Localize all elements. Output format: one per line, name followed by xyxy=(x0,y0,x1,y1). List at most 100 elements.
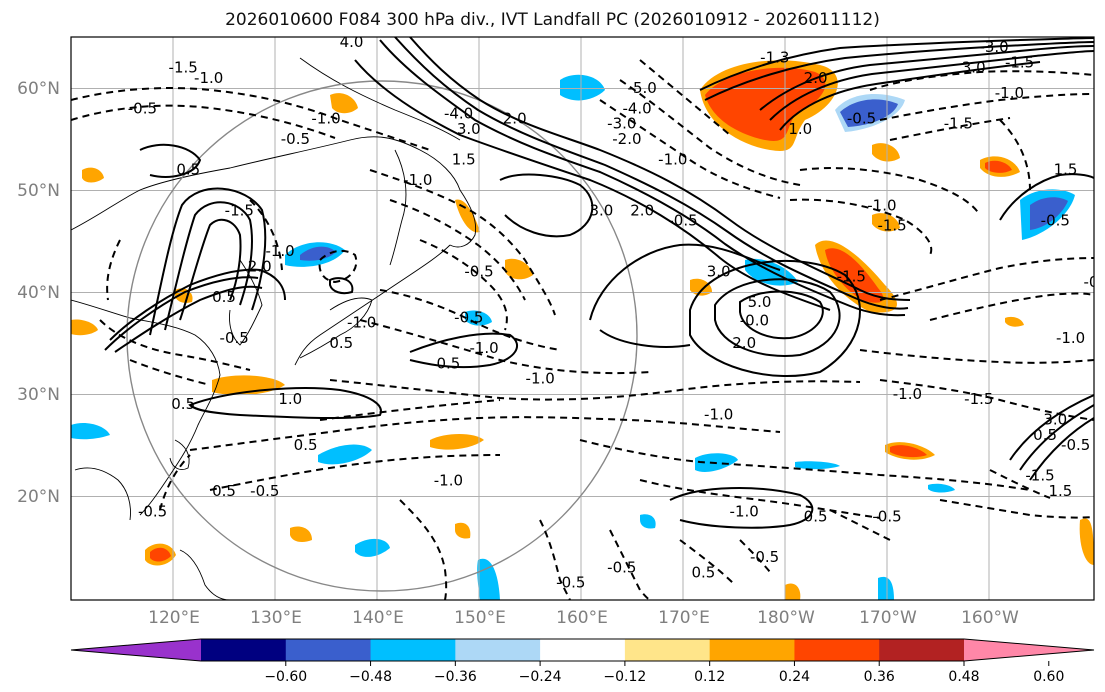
contour-label: -1.0 xyxy=(1056,329,1085,347)
contour-label: 0.5 xyxy=(176,161,200,179)
contour-label: -1.5 xyxy=(877,217,906,235)
lon-label-130e: 130°E xyxy=(250,608,302,628)
latitude-axis: 60°N 50°N 40°N 30°N 20°N xyxy=(17,79,60,507)
lon-label-150e: 150°E xyxy=(454,608,506,628)
contour-label: -1.0 xyxy=(347,314,376,332)
contour-label: -4.0 xyxy=(622,99,651,117)
contour-label: 0.5 xyxy=(212,288,236,306)
lon-label-180w: 180°W xyxy=(757,608,815,628)
contour-label: -1.0 xyxy=(194,69,223,87)
contour-label: -1.0 xyxy=(658,150,687,168)
colorbar-segments xyxy=(70,638,1095,662)
lat-label-30n: 30°N xyxy=(17,385,60,405)
contour-label: 0.5 xyxy=(329,334,353,352)
landfall-radius-circle xyxy=(126,80,638,592)
colorbar-segment xyxy=(201,639,287,661)
contour-label: 3.0 xyxy=(1043,411,1067,429)
contour-label: 0.5 xyxy=(691,564,715,582)
contour-label: -0.5 xyxy=(250,482,279,500)
contour-label: 4.0 xyxy=(340,33,364,51)
colorbar-segment xyxy=(709,639,795,661)
colorbar-tick-label: 0.24 xyxy=(779,669,810,685)
contour-label: -1.0 xyxy=(704,405,733,423)
colorbar-segment xyxy=(285,639,372,661)
contour-label: 1.0 xyxy=(788,120,812,138)
lat-label-60n: 60°N xyxy=(17,79,60,99)
contour-label: -0.5 xyxy=(128,99,157,117)
contour-label: -0.5 xyxy=(1061,436,1090,454)
contour-labels: 4.0-1.5-1.0-0.5-0.50.5-1.0 -4.03.02.01.5-… xyxy=(128,33,1099,592)
contour-label: 3.0 xyxy=(707,263,731,281)
contour-label: -0.5 xyxy=(220,329,249,347)
colorbar-tick-label: −0.36 xyxy=(434,669,477,685)
lat-label-50n: 50°N xyxy=(17,181,60,201)
contour-label: -1.0 xyxy=(730,502,759,520)
contour-label: 0.5 xyxy=(804,507,828,525)
contour-label: -1.5 xyxy=(225,201,254,219)
contour-label: -0.5 xyxy=(847,110,876,128)
colorbar-tick-label: 0.36 xyxy=(864,669,895,685)
contour-label: -0 xyxy=(1084,273,1099,291)
lon-label-120e: 120°E xyxy=(148,608,200,628)
contour-label: -1.0 xyxy=(311,110,340,128)
colorbar-segment xyxy=(370,639,456,661)
colorbar-tick-label: 0.60 xyxy=(1033,669,1064,685)
colorbar-tick-label: −0.12 xyxy=(603,669,646,685)
contour-label: -1.5 xyxy=(1025,467,1054,485)
colorbar-segment xyxy=(964,639,1094,661)
contour-label: -1.0 xyxy=(995,84,1024,102)
lat-label-20n: 20°N xyxy=(17,487,60,507)
contour-label: 2.0 xyxy=(248,258,272,276)
contour-label: -0.5 xyxy=(750,548,779,566)
contour-label: -1.0 xyxy=(265,242,294,260)
contour-label: 0.5 xyxy=(212,482,236,500)
contour-label: 3.0 xyxy=(589,201,613,219)
colorbar-ticks: −0.60 −0.48 −0.36 −0.24 −0.12 0.12 0.24 0.36 0.4… xyxy=(264,661,1064,685)
colorbar-segment xyxy=(794,639,880,661)
contour-label: -1.5 xyxy=(964,390,993,408)
colorbar-tick-label: 0.48 xyxy=(948,669,979,685)
longitude-axis: 120°E 130°E 140°E 150°E 160°E 170°E 180°… xyxy=(148,608,1019,628)
contour-label: -2.0 xyxy=(612,130,641,148)
contour-label: -1.0 xyxy=(403,171,432,189)
contour-label: 0.5 xyxy=(171,395,195,413)
colorbar-segment xyxy=(455,639,541,661)
contour-label: -1.0 xyxy=(434,472,463,490)
contour-label: -0.5 xyxy=(454,309,483,327)
contour-label: -1.0 xyxy=(469,339,498,357)
contour-label: -0.5 xyxy=(668,212,697,230)
colorbar-tick-label: −0.60 xyxy=(264,669,307,685)
contour-label: 1.0 xyxy=(278,390,302,408)
coastlines xyxy=(71,57,477,600)
lon-label-170w: 170°W xyxy=(859,608,917,628)
divergence-shading xyxy=(71,60,1094,600)
contour-label: -0.5 xyxy=(556,574,585,592)
map-title: 2026010600 F084 300 hPa div., IVT Landfa… xyxy=(225,10,880,30)
colorbar-segment xyxy=(540,639,626,661)
contour-label: -0.5 xyxy=(281,130,310,148)
contour-label: -0.5 xyxy=(464,263,493,281)
contour-label: -1.0 xyxy=(893,385,922,403)
contour-label: -0.5 xyxy=(607,558,636,576)
contour-label: 2.0 xyxy=(732,334,756,352)
colorbar-segment xyxy=(624,639,711,661)
contour-label: -1.5 xyxy=(837,268,866,286)
colorbar: −0.60 −0.48 −0.36 −0.24 −0.12 0.12 0.24 0.36 0.4… xyxy=(70,638,1095,685)
colorbar-tick-label: −0.48 xyxy=(349,669,392,685)
contour-label: 3.0 xyxy=(962,59,986,77)
lon-label-160e: 160°E xyxy=(556,608,608,628)
contour-label: 0.5 xyxy=(1033,426,1057,444)
contour-label: 5.0 xyxy=(748,293,772,311)
plot-frame xyxy=(70,36,1095,601)
contour-label: -1.5 xyxy=(169,59,198,77)
contour-label: -1.5 xyxy=(1005,54,1034,72)
contour-label: 2.0 xyxy=(503,110,527,128)
lon-label-160w: 160°W xyxy=(961,608,1019,628)
colorbar-tick-label: 0.12 xyxy=(694,669,725,685)
contour-label: -0.5 xyxy=(872,507,901,525)
lon-label-140e: 140°E xyxy=(352,608,404,628)
contour-label: -3.0 xyxy=(979,38,1008,56)
colorbar-tick-label: −0.24 xyxy=(519,669,562,685)
contour-label: -1.5 xyxy=(944,115,973,133)
